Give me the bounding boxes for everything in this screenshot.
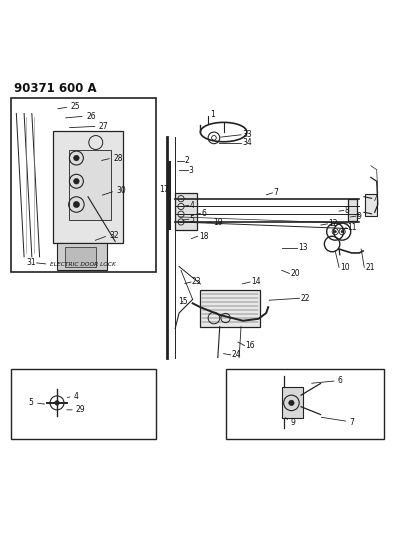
Text: 31: 31 [27, 258, 37, 267]
Text: 28: 28 [113, 154, 123, 163]
Circle shape [55, 401, 59, 405]
Text: 5: 5 [28, 398, 33, 407]
Circle shape [73, 201, 79, 208]
Text: 11: 11 [347, 223, 356, 232]
Text: 6: 6 [338, 376, 343, 385]
Text: 8: 8 [345, 206, 349, 215]
Circle shape [73, 179, 79, 184]
Bar [226, 369, 384, 439]
Bar [365, 193, 376, 216]
Text: 5: 5 [189, 215, 195, 224]
Text: 3: 3 [189, 166, 194, 175]
Text: 29: 29 [75, 406, 85, 414]
Text: 34: 34 [242, 138, 252, 147]
Text: 4: 4 [73, 392, 78, 401]
Bar [11, 98, 156, 272]
Circle shape [341, 230, 343, 233]
Text: 17: 17 [160, 184, 169, 193]
Bar [65, 247, 96, 266]
Text: 19: 19 [213, 218, 222, 227]
Circle shape [334, 230, 336, 233]
Text: 13: 13 [298, 244, 308, 253]
Text: 16: 16 [245, 341, 255, 350]
Circle shape [73, 155, 79, 161]
Bar [53, 131, 123, 243]
Text: 14: 14 [251, 278, 261, 287]
Bar [175, 193, 196, 230]
Bar [200, 290, 261, 327]
Text: 90371 600 A: 90371 600 A [15, 83, 97, 95]
Text: 18: 18 [199, 232, 208, 241]
Bar [57, 243, 107, 270]
Text: 15: 15 [178, 297, 188, 306]
Text: 26: 26 [86, 112, 96, 120]
Text: 22: 22 [300, 294, 310, 303]
Text: ELECTRIC DOOR LOCK: ELECTRIC DOOR LOCK [50, 262, 116, 267]
Text: 27: 27 [99, 122, 108, 131]
Text: 7: 7 [349, 418, 354, 427]
Text: 9: 9 [356, 212, 362, 221]
Text: 12: 12 [328, 220, 338, 228]
Text: 7: 7 [273, 188, 278, 197]
Text: 21: 21 [365, 263, 375, 272]
Text: 4: 4 [189, 201, 195, 210]
Text: 2: 2 [185, 156, 190, 165]
Text: 10: 10 [340, 263, 349, 272]
Text: 1: 1 [210, 110, 215, 119]
Bar [282, 387, 303, 418]
Text: 33: 33 [242, 130, 252, 139]
Text: 32: 32 [109, 231, 119, 240]
Text: 30: 30 [116, 187, 126, 196]
Bar [11, 369, 156, 439]
Bar [69, 150, 111, 220]
Text: 25: 25 [71, 102, 80, 111]
Bar [347, 199, 357, 221]
Text: 20: 20 [290, 269, 300, 278]
Text: 6: 6 [201, 209, 206, 218]
Text: 23: 23 [192, 278, 202, 287]
Text: 9: 9 [290, 418, 295, 427]
Text: 24: 24 [231, 350, 241, 359]
Circle shape [289, 400, 294, 406]
